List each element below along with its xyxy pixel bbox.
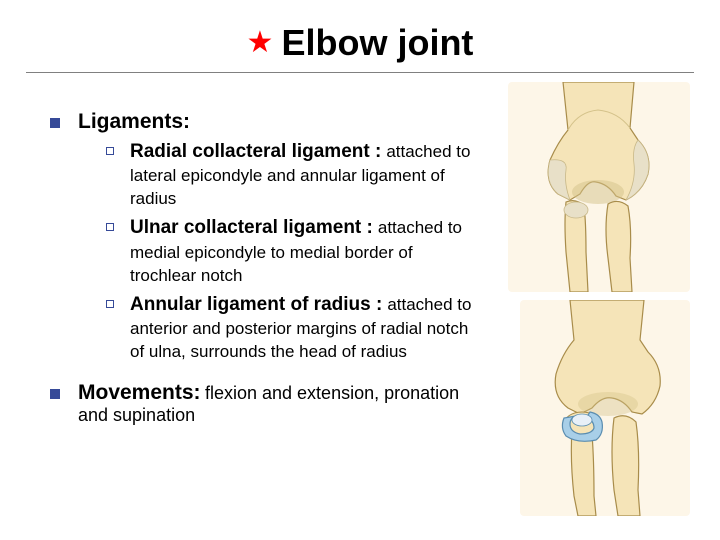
radial-lead: Radial collacteral ligament :	[130, 141, 381, 162]
annular-lead: Annular ligament of radius :	[130, 294, 382, 315]
item-radial: Radial collacteral ligament : attached t…	[106, 140, 480, 210]
ulnar-lead: Ulnar collacteral ligament :	[130, 217, 373, 238]
title-text: Elbow joint	[281, 22, 473, 64]
content-area: Ligaments: Radial collacteral ligament :…	[50, 110, 480, 436]
section-ligaments: Ligaments: Radial collacteral ligament :…	[50, 110, 480, 367]
item-ulnar: Ulnar collacteral ligament : attached to…	[106, 216, 480, 286]
elbow-anterior-illustration	[508, 82, 690, 292]
hollow-square-icon	[106, 300, 114, 308]
title-underline	[26, 72, 694, 73]
hollow-square-icon	[106, 147, 114, 155]
star-icon: ★	[247, 28, 274, 58]
ligaments-heading: Ligaments:	[78, 110, 480, 134]
square-bullet-icon	[50, 118, 60, 128]
slide-title: ★ Elbow joint	[0, 22, 720, 64]
movements-heading: Movements:	[78, 381, 201, 404]
square-bullet-icon	[50, 389, 60, 399]
hollow-square-icon	[106, 223, 114, 231]
elbow-annular-illustration	[520, 300, 690, 516]
section-movements: Movements: flexion and extension, pronat…	[50, 381, 480, 426]
item-annular: Annular ligament of radius : attached to…	[106, 293, 480, 363]
